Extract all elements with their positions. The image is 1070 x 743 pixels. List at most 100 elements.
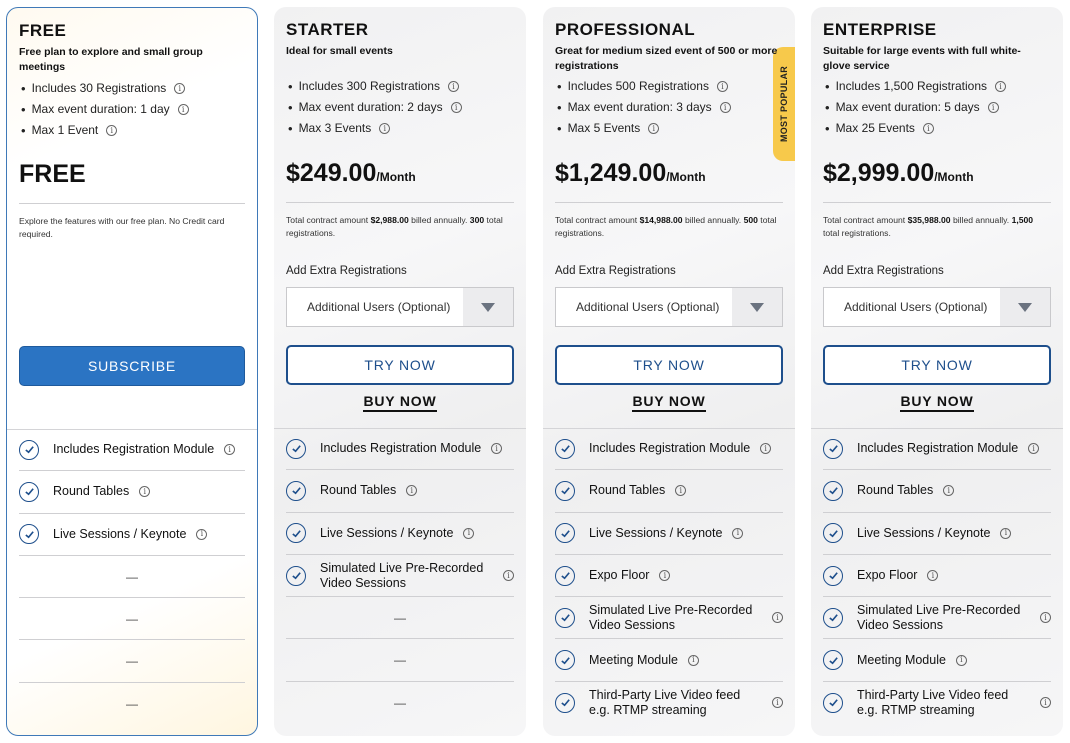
feature-list: Includes Registration Module i Round Tabl… <box>823 428 1051 724</box>
feature-item: Third-Party Live Video feed e.g. RTMP st… <box>555 682 783 724</box>
check-icon <box>823 523 843 544</box>
plan-price: $2,999.00/Month <box>823 159 974 187</box>
subscribe-button[interactable]: SUBSCRIBE <box>19 346 245 386</box>
info-icon[interactable]: i <box>196 528 208 540</box>
info-icon[interactable]: i <box>760 443 772 455</box>
plan-note: Total contract amount $2,988.00 billed a… <box>286 215 503 238</box>
info-icon[interactable]: i <box>406 485 418 497</box>
check-icon <box>555 607 575 628</box>
feature-item: Round Tables i <box>286 470 514 513</box>
additional-users-select[interactable]: Additional Users (Optional) <box>286 287 514 327</box>
extra-registrations-label: Add Extra Registrations <box>823 265 944 277</box>
feature-item-empty: — <box>19 640 245 683</box>
info-icon[interactable]: i <box>463 527 475 539</box>
plan-note: Total contract amount $35,988.00 billed … <box>823 215 1034 238</box>
info-icon[interactable]: i <box>1000 527 1012 539</box>
info-icon[interactable]: i <box>927 570 939 582</box>
divider <box>7 429 257 430</box>
divider <box>274 428 526 429</box>
check-icon <box>555 480 575 501</box>
info-icon[interactable]: i <box>174 83 186 94</box>
feature-item-empty: — <box>19 598 245 641</box>
info-icon[interactable]: i <box>943 485 955 497</box>
plan-subtitle: Free plan to explore and small group mee… <box>19 46 203 73</box>
check-icon <box>823 692 843 713</box>
info-icon[interactable]: i <box>224 444 236 456</box>
chevron-down-icon[interactable] <box>463 288 513 326</box>
divider <box>543 428 795 429</box>
info-icon[interactable]: i <box>503 570 514 582</box>
info-icon[interactable]: i <box>1040 697 1051 709</box>
info-icon[interactable]: i <box>447 81 459 92</box>
info-icon[interactable]: i <box>450 102 462 113</box>
feature-item: Live Sessions / Keynote i <box>286 513 514 555</box>
extra-registrations-label: Add Extra Registrations <box>286 265 407 277</box>
info-icon[interactable]: i <box>139 486 151 498</box>
check-icon <box>286 438 306 459</box>
check-icon <box>555 565 575 586</box>
try-now-button[interactable]: TRY NOW <box>555 345 783 385</box>
info-icon[interactable]: i <box>687 654 699 666</box>
check-icon <box>555 438 575 459</box>
check-icon <box>823 438 843 459</box>
feature-item: Live Sessions / Keynote i <box>555 513 783 555</box>
plan-note: Total contract amount $14,988.00 billed … <box>555 215 777 238</box>
plan-price: $1,249.00/Month <box>555 159 706 187</box>
feature-list: Includes Registration Module i Round Tabl… <box>19 429 245 725</box>
feature-item-empty: — <box>19 556 245 599</box>
check-icon <box>286 523 306 544</box>
try-now-button[interactable]: TRY NOW <box>823 345 1051 385</box>
extra-registrations-label: Add Extra Registrations <box>555 265 676 277</box>
info-icon[interactable]: i <box>995 81 1006 92</box>
info-icon[interactable]: i <box>772 697 783 709</box>
check-icon <box>823 607 843 628</box>
plan-subtitle: Suitable for large events with full whit… <box>823 45 1021 72</box>
info-icon[interactable]: i <box>732 527 744 539</box>
plan-title: PROFESSIONAL <box>555 20 696 39</box>
plan-subtitle: Great for medium sized event of 500 or m… <box>555 45 778 72</box>
check-icon <box>286 565 306 586</box>
chevron-down-icon[interactable] <box>1000 288 1050 326</box>
info-icon[interactable]: i <box>987 102 999 113</box>
info-icon[interactable]: i <box>648 123 660 134</box>
check-icon <box>286 480 306 501</box>
info-icon[interactable]: i <box>1028 443 1040 455</box>
info-icon[interactable]: i <box>719 102 731 113</box>
feature-item: Expo Floor i <box>555 555 783 598</box>
info-icon[interactable]: i <box>177 104 189 115</box>
plan-title: ENTERPRISE <box>823 20 937 39</box>
buy-now-link[interactable]: BUY NOW <box>555 393 783 412</box>
info-icon[interactable]: i <box>922 123 934 134</box>
additional-users-select[interactable]: Additional Users (Optional) <box>555 287 783 327</box>
feature-item: Meeting Module i <box>823 639 1051 682</box>
info-icon[interactable]: i <box>955 654 967 666</box>
additional-users-select[interactable]: Additional Users (Optional) <box>823 287 1051 327</box>
info-icon[interactable]: i <box>106 125 118 136</box>
info-icon[interactable]: i <box>379 123 391 134</box>
check-icon <box>823 565 843 586</box>
feature-item: Simulated Live Pre-Recorded Video Sessio… <box>286 555 514 598</box>
info-icon[interactable]: i <box>1040 612 1051 624</box>
feature-list: Includes Registration Module i Round Tabl… <box>286 428 514 724</box>
buy-now-link[interactable]: BUY NOW <box>286 393 514 412</box>
check-icon <box>19 439 39 460</box>
info-icon[interactable]: i <box>772 612 783 624</box>
info-icon[interactable]: i <box>716 81 728 92</box>
info-icon[interactable]: i <box>659 570 671 582</box>
plan-note: Explore the features with our free plan.… <box>19 216 225 239</box>
divider <box>19 203 245 204</box>
check-icon <box>19 481 39 502</box>
feature-item: Round Tables i <box>555 470 783 513</box>
info-icon[interactable]: i <box>491 443 503 455</box>
try-now-button[interactable]: TRY NOW <box>286 345 514 385</box>
buy-now-link[interactable]: BUY NOW <box>823 393 1051 412</box>
info-icon[interactable]: i <box>675 485 687 497</box>
chevron-down-icon[interactable] <box>732 288 782 326</box>
